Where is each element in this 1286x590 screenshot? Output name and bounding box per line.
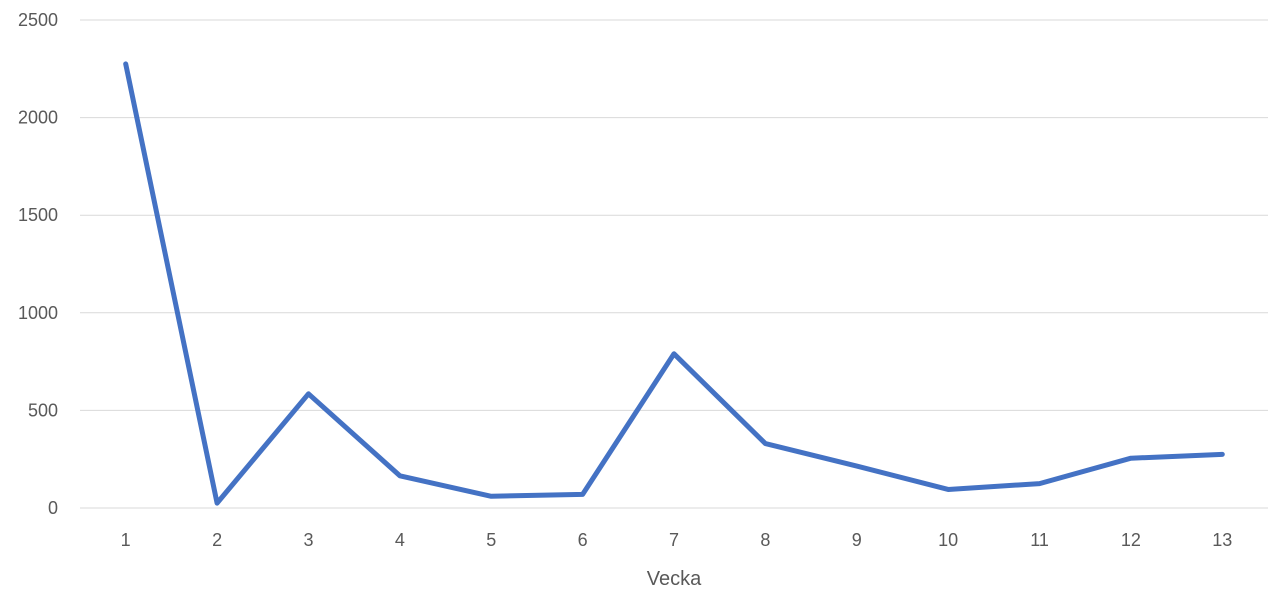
- y-tick-label: 2000: [18, 108, 58, 128]
- x-tick-label: 12: [1121, 530, 1141, 550]
- x-tick-label: 11: [1030, 530, 1049, 550]
- x-tick-label: 3: [303, 530, 313, 550]
- y-tick-label: 0: [48, 498, 58, 518]
- y-tick-label: 2500: [18, 10, 58, 30]
- x-tick-label: 10: [938, 530, 958, 550]
- x-tick-label: 2: [212, 530, 222, 550]
- x-tick-label: 13: [1212, 530, 1232, 550]
- x-tick-label: 7: [669, 530, 679, 550]
- series-line-0: [123, 61, 1225, 506]
- x-tick-label: 6: [578, 530, 588, 550]
- x-tick-label: 8: [760, 530, 770, 550]
- y-tick-label: 1500: [18, 205, 58, 225]
- y-tick-label: 1000: [18, 303, 58, 323]
- x-axis-tick-labels: 1 2 3 4 5 6 7 8 9 10 11 12 13: [121, 530, 1233, 550]
- gridlines: [80, 19, 1268, 509]
- x-axis-title: Vecka: [647, 568, 702, 590]
- y-axis-tick-labels: 0 500 1000 1500 2000 2500: [18, 10, 58, 518]
- series-lines: [123, 61, 1225, 506]
- y-tick-label: 500: [28, 400, 58, 420]
- x-tick-label: 9: [852, 530, 862, 550]
- x-tick-label: 1: [121, 530, 131, 550]
- x-tick-label: 4: [395, 530, 405, 550]
- x-tick-label: 5: [486, 530, 496, 550]
